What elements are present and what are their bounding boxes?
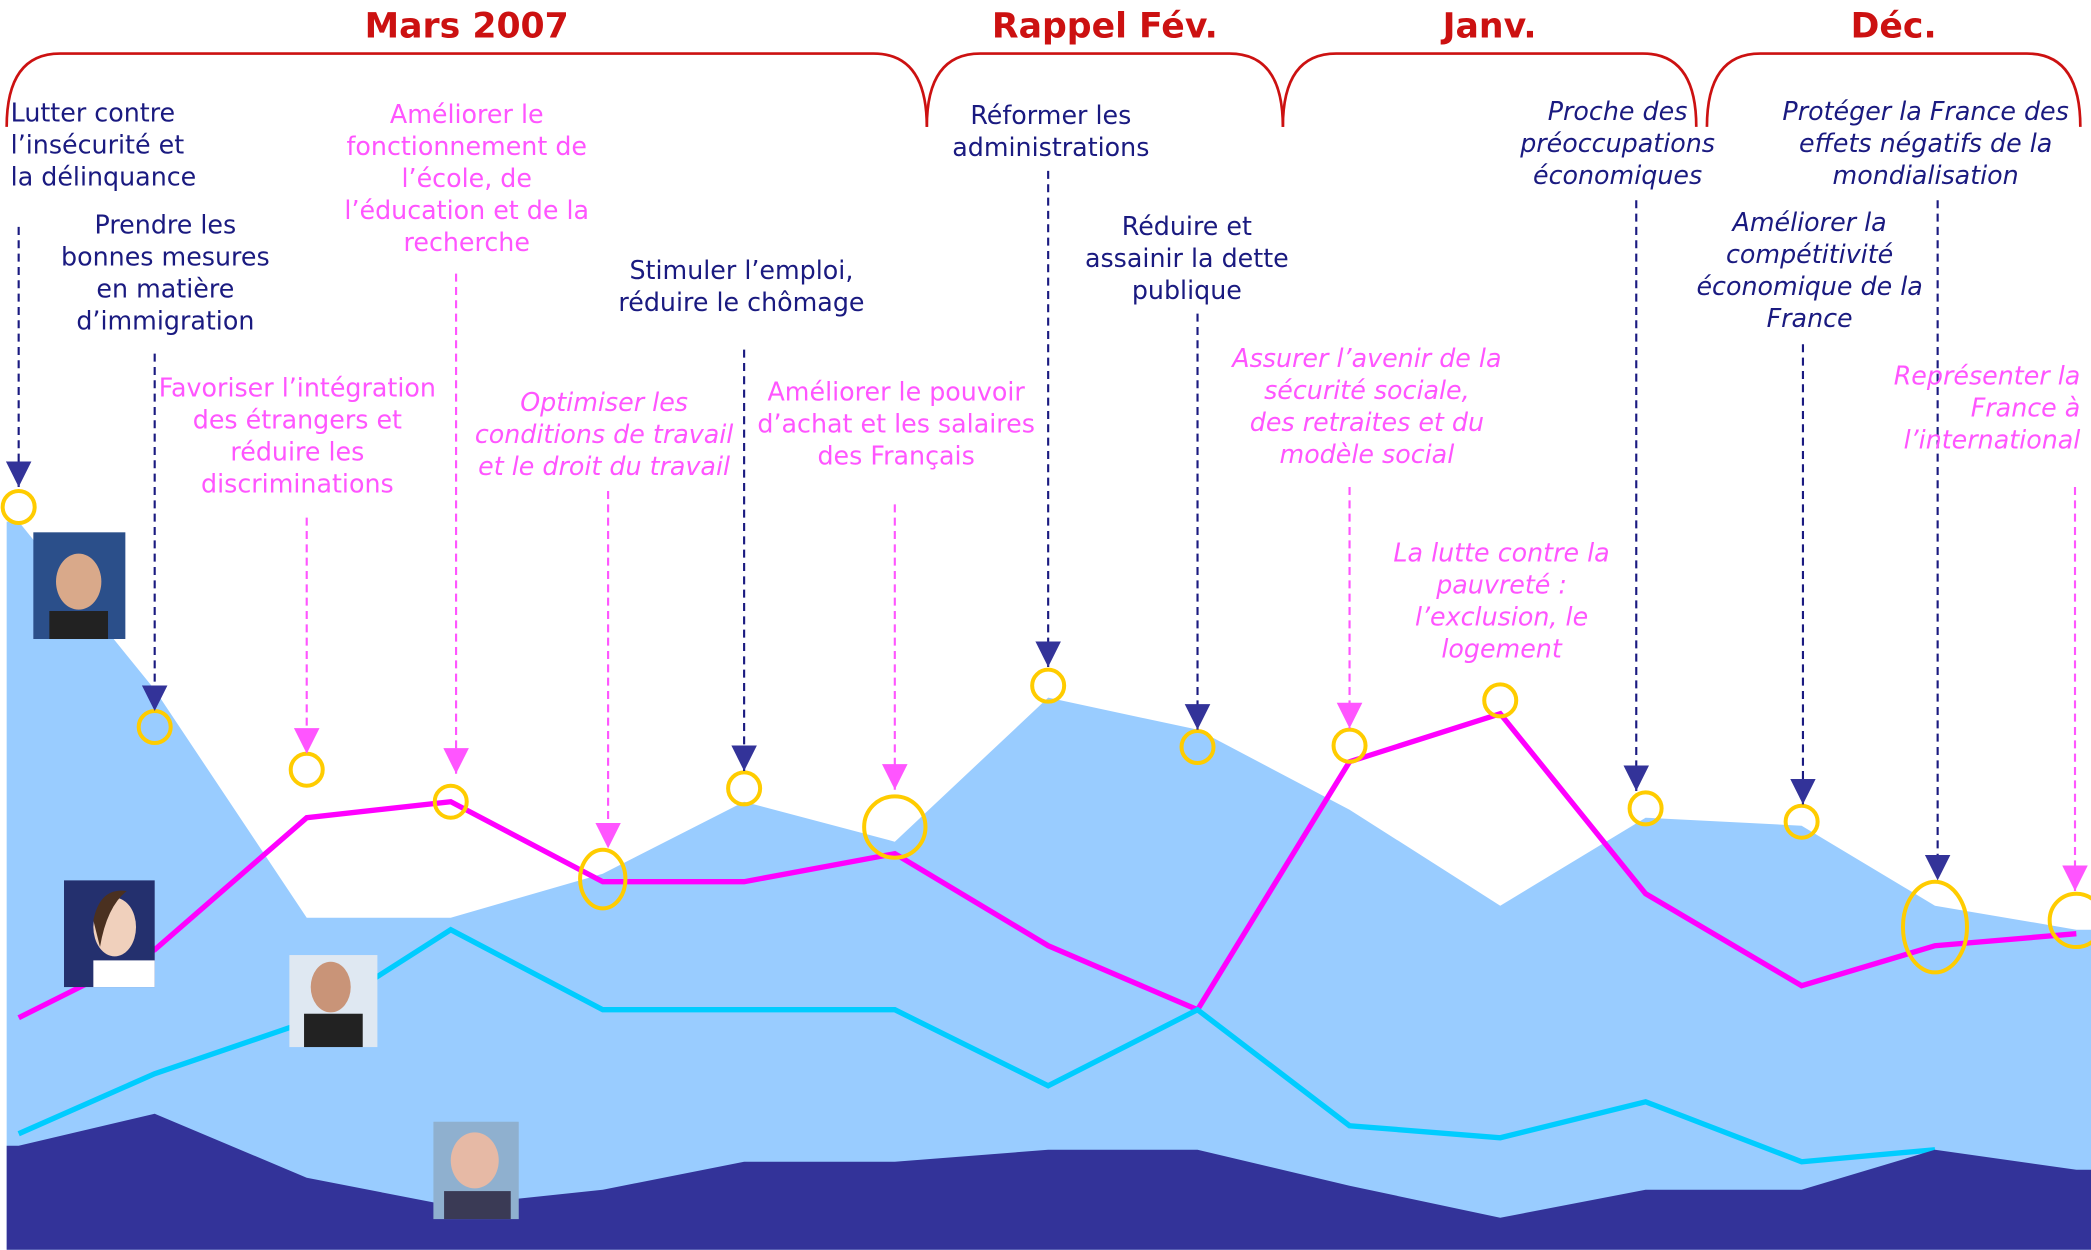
area	[6, 1113, 2091, 1250]
period-brace	[925, 52, 1285, 127]
highlight-circle	[862, 794, 928, 860]
category-label: effets négatifs de la	[1799, 128, 2052, 158]
category-label: l’international	[1904, 424, 2081, 454]
category-label: fonctionnement de	[346, 131, 587, 161]
category-label: France à	[1971, 392, 2081, 422]
period-label: Janv.	[1441, 7, 1537, 47]
category-label: assainir la dette	[1085, 243, 1289, 273]
period-brace	[5, 52, 929, 127]
highlight-circle	[1331, 727, 1368, 764]
highlight-circle	[1030, 667, 1067, 704]
category-label: administrations	[952, 132, 1149, 162]
highlight-circle	[1783, 803, 1820, 840]
category-label: pauvreté :	[1435, 570, 1567, 600]
highlight-circle	[1482, 682, 1519, 719]
category-label: recherche	[404, 227, 530, 257]
category-label: en matière	[96, 274, 234, 304]
category-label: modèle social	[1280, 439, 1455, 469]
category-label: préoccupations	[1519, 128, 1715, 158]
category-label: des Français	[817, 440, 974, 470]
category-label: Assurer l’avenir de la	[1230, 343, 1501, 373]
highlight-circle	[288, 751, 325, 788]
category-label: Prendre les	[95, 210, 237, 240]
category-label: économiques	[1533, 160, 1702, 190]
category-label: des retraites et du	[1250, 407, 1484, 437]
photo	[64, 880, 155, 988]
category-label: Proche des	[1548, 96, 1688, 126]
category-label: publique	[1132, 275, 1242, 305]
photo	[433, 1121, 519, 1220]
period-label: Rappel Fév.	[992, 7, 1218, 47]
highlight-circle	[136, 709, 173, 746]
category-label: Améliorer le	[390, 99, 544, 129]
line	[17, 710, 2077, 1021]
highlight-circle	[432, 783, 469, 820]
category-label: économique de la	[1696, 271, 1922, 301]
category-label: mondialisation	[1833, 160, 2019, 190]
category-label: Représenter la	[1894, 360, 2081, 390]
highlight-circle	[1900, 879, 1969, 975]
category-label: Améliorer le pouvoir	[767, 376, 1025, 406]
highlight-circle	[1179, 729, 1216, 766]
category-label: France	[1767, 303, 1853, 333]
category-label: discriminations	[201, 468, 394, 498]
category-label: La lutte contre la	[1393, 538, 1609, 568]
category-label: la délinquance	[11, 162, 197, 192]
category-label: Lutter contre	[11, 98, 175, 128]
category-label: Améliorer la	[1731, 207, 1887, 237]
category-label: Favoriser l’intégration	[159, 372, 436, 402]
highlight-circle	[578, 847, 628, 911]
category-label: d’achat et les salaires	[757, 408, 1035, 438]
highlight-circle	[2047, 891, 2091, 950]
highlight-circle	[726, 770, 763, 807]
category-label: l’insécurité et	[11, 130, 185, 160]
category-label: d’immigration	[76, 306, 254, 336]
photo	[289, 955, 378, 1048]
category-label: réduire les	[230, 436, 364, 466]
category-label: Réformer les	[970, 100, 1131, 130]
category-label: sécurité sociale,	[1264, 375, 1470, 405]
photos	[33, 532, 519, 1220]
category-label: Réduire et	[1122, 211, 1252, 241]
area	[6, 521, 2091, 1250]
category-label: logement	[1441, 634, 1563, 664]
category-label: bonnes mesures	[61, 242, 270, 272]
category-label: Stimuler l’emploi,	[629, 255, 853, 285]
category-label: l’exclusion, le	[1415, 602, 1588, 632]
category-label: l’école, de	[401, 163, 531, 193]
period-brace	[1281, 52, 1698, 127]
period-label: Mars 2007	[365, 7, 569, 47]
category-label: Optimiser les	[520, 387, 688, 417]
category-label: réduire le chômage	[618, 287, 864, 317]
category-label: l’éducation et de la	[344, 195, 589, 225]
category-label: conditions de travail	[475, 419, 734, 449]
highlight-circle	[0, 488, 37, 525]
category-label: des étrangers et	[193, 404, 402, 434]
period-brace	[1705, 52, 2082, 127]
highlight-circle	[1627, 790, 1664, 827]
category-label: Protéger la France des	[1782, 96, 2068, 126]
category-label: compétitivité	[1726, 239, 1893, 269]
photo	[33, 532, 126, 640]
category-label: et le droit du travail	[478, 451, 730, 481]
period-label: Déc.	[1851, 7, 1937, 47]
